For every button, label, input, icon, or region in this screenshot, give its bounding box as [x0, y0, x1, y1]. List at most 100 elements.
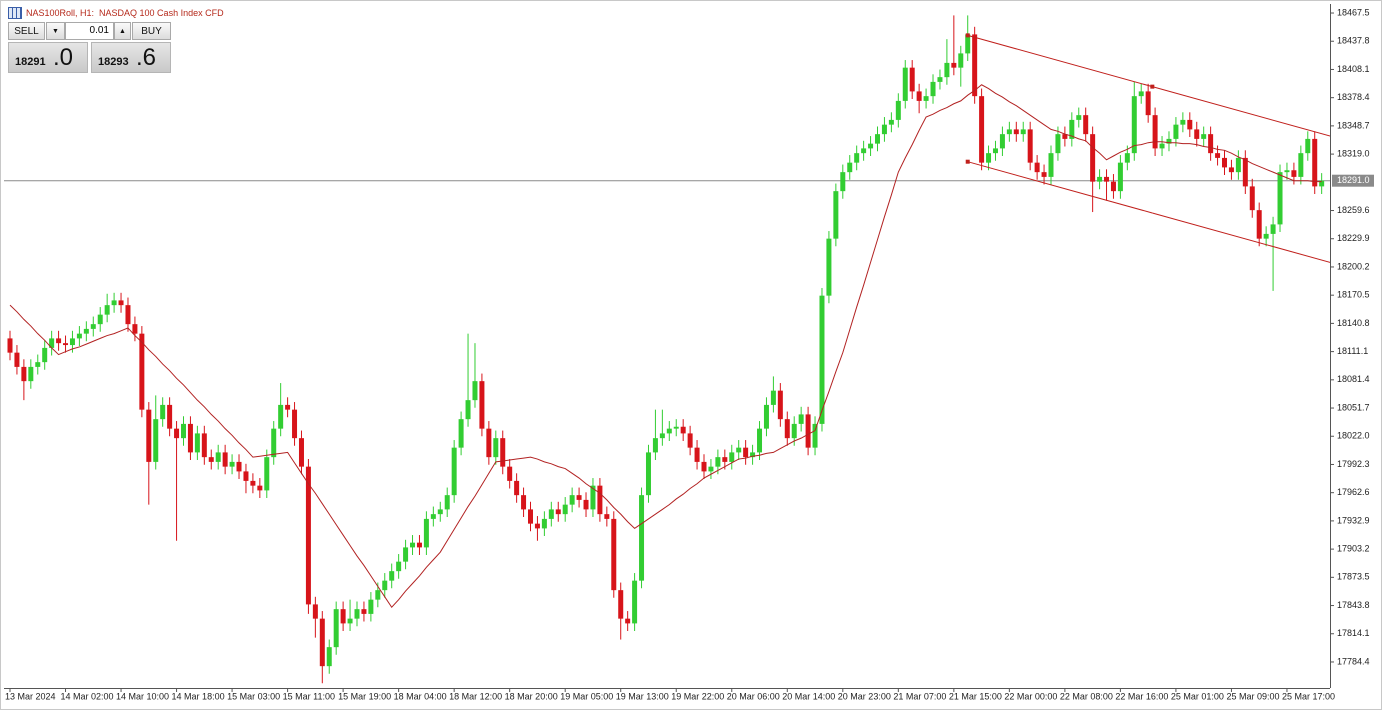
x-tick-label: 15 Mar 11:00 [283, 691, 335, 701]
candle-body [854, 153, 860, 163]
candle-body [340, 609, 346, 624]
candle-body [160, 404, 166, 420]
candle-body [229, 461, 235, 467]
candle-body [645, 452, 651, 496]
candle-body [590, 485, 596, 510]
candle-body [541, 518, 547, 529]
trendline-anchor [1150, 84, 1155, 89]
candle-body [76, 333, 82, 339]
y-tick-label: 18170.5 [1337, 290, 1370, 300]
candle-body [1208, 134, 1214, 154]
candle-body [881, 124, 887, 135]
candle-body [611, 518, 617, 591]
x-tick-label: 19 Mar 13:00 [616, 691, 669, 701]
candle-body [1131, 96, 1137, 154]
candle-body [639, 495, 645, 581]
candle-body [42, 347, 48, 363]
candle-body [486, 428, 492, 458]
candle-body [187, 423, 193, 453]
candle-body [90, 324, 96, 329]
candle-body [1194, 129, 1200, 139]
buy-button[interactable]: BUY [132, 22, 171, 40]
candle-body [458, 419, 464, 448]
y-tick-label: 17992.3 [1337, 459, 1370, 469]
y-tick-label: 17932.9 [1337, 515, 1370, 525]
candle-body [750, 452, 756, 458]
y-tick-label: 18467.5 [1337, 7, 1370, 17]
x-tick-label: 19 Mar 05:00 [560, 691, 613, 701]
candle-body [1166, 138, 1172, 144]
x-tick-label: 15 Mar 19:00 [338, 691, 391, 701]
candle-body [1090, 134, 1096, 182]
candle-body [1173, 124, 1179, 139]
candle-body [111, 300, 117, 306]
candle-body [1249, 186, 1255, 211]
candle-body [403, 547, 409, 562]
candle-body [514, 480, 520, 496]
candle-body [1083, 115, 1089, 135]
volume-input[interactable]: 0.01 [65, 22, 114, 40]
candle-body [382, 580, 388, 591]
x-tick-label: 21 Mar 07:00 [893, 691, 946, 701]
x-tick-label: 14 Mar 18:00 [172, 691, 225, 701]
candle-body [257, 485, 263, 491]
candle-body [909, 67, 915, 92]
candle-body [632, 580, 638, 624]
candle-body [153, 419, 159, 462]
candle-body [784, 419, 790, 439]
candle-body [1048, 153, 1054, 177]
candle-body [305, 466, 311, 605]
candle-body [757, 428, 763, 453]
y-tick-label: 17843.8 [1337, 600, 1370, 610]
candle-body [680, 426, 686, 434]
candle-body [375, 590, 381, 600]
candle-body [264, 457, 270, 491]
candle-body [410, 542, 416, 548]
candle-body [507, 466, 513, 481]
trendline-anchor [965, 159, 970, 164]
candle-body [618, 590, 624, 619]
x-tick-label: 21 Mar 15:00 [949, 691, 1002, 701]
sell-button[interactable]: SELL [8, 22, 45, 40]
candle-body [1020, 129, 1026, 135]
candle-body [104, 305, 110, 315]
candle-body [1312, 138, 1318, 187]
candle-body [694, 447, 700, 462]
y-tick-label: 18378.4 [1337, 92, 1370, 102]
candle-body [1277, 172, 1283, 225]
candle-body [326, 647, 332, 667]
moving-average [9, 84, 1322, 609]
candle-body [715, 457, 721, 467]
candle-body [777, 390, 783, 420]
candle-body [888, 119, 894, 125]
y-tick-label: 17814.1 [1337, 628, 1370, 638]
candle-body [819, 295, 825, 424]
candle-body [292, 409, 298, 439]
candle-body [1187, 119, 1193, 130]
y-tick-label: 18348.7 [1337, 120, 1370, 130]
candle-body [965, 34, 971, 54]
candle-body [35, 362, 41, 367]
candle-body [687, 433, 693, 448]
candle-body [812, 423, 818, 448]
candle-body [368, 599, 374, 614]
candle-body [521, 495, 527, 510]
candle-body [1013, 129, 1019, 135]
candle-body [319, 618, 325, 667]
candle-body [347, 618, 353, 624]
volume-down[interactable]: ▼ [46, 22, 65, 40]
candle-body [1104, 176, 1110, 182]
ask-quote[interactable]: 18293 .6 [91, 42, 171, 73]
candle-body [826, 238, 832, 296]
candle-body [791, 423, 797, 439]
candle-body [361, 609, 367, 614]
x-tick-label: 18 Mar 12:00 [449, 691, 502, 701]
volume-up[interactable]: ▲ [114, 22, 131, 40]
candle-body [1298, 153, 1304, 177]
y-tick-label: 17784.4 [1337, 656, 1370, 666]
candle-body [833, 191, 839, 239]
candle-body [992, 148, 998, 154]
bid-quote[interactable]: 18291 .0 [8, 42, 88, 73]
